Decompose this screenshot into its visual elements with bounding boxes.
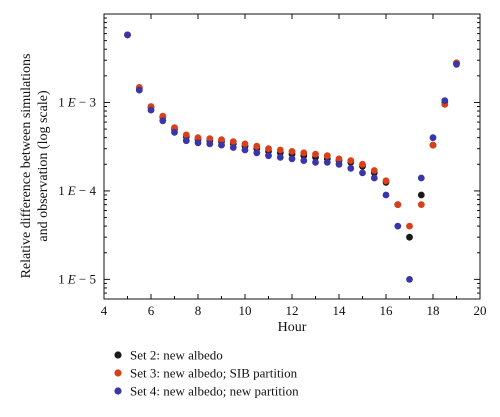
data-point <box>417 191 425 199</box>
y-axis-label-line1: Relative difference between simulations <box>19 54 34 279</box>
data-point <box>394 201 402 209</box>
data-point <box>206 135 214 143</box>
data-point <box>253 149 261 157</box>
data-point <box>312 150 319 158</box>
data-point <box>171 124 178 131</box>
data-point <box>347 164 355 172</box>
x-tick-label: 14 <box>333 303 347 318</box>
x-axis-label: Hour <box>278 320 307 335</box>
data-point <box>218 136 225 144</box>
y-tick-label-e: E <box>67 94 76 109</box>
data-point <box>370 174 378 182</box>
data-point <box>135 86 143 94</box>
y-axis-label: Relative difference between simulations … <box>19 54 51 279</box>
x-tick-label: 16 <box>380 303 394 318</box>
y-tick-label-exp: − 5 <box>76 271 96 286</box>
x-tick-label: 10 <box>239 303 252 318</box>
data-point <box>206 140 214 148</box>
data-point <box>394 222 402 230</box>
y-tick-label-e: E <box>67 183 76 198</box>
data-point <box>335 160 343 168</box>
data-point <box>406 222 413 230</box>
data-point <box>429 141 437 149</box>
data-point <box>335 155 343 163</box>
data-point <box>253 142 261 150</box>
legend-label: Set 4: new albedo; new partition <box>130 384 299 399</box>
data-point <box>241 146 249 154</box>
data-point <box>347 157 355 165</box>
x-tick-label: 12 <box>286 303 299 318</box>
legend-label: Set 2: new albedo <box>130 348 223 363</box>
y-axis-label-line2: and observation (log scale) <box>36 90 51 242</box>
data-point <box>241 140 249 148</box>
legend-marker <box>114 387 122 395</box>
data-point <box>406 276 413 283</box>
data-point <box>441 97 449 104</box>
data-point <box>171 128 178 136</box>
data-point <box>382 191 390 199</box>
data-point <box>147 106 155 114</box>
data-point <box>159 117 167 125</box>
x-tick-label: 20 <box>474 303 487 318</box>
axes: 4 6 8 10 12 14 16 18 201 E − 31 E − 41 E − 5 <box>58 13 487 318</box>
y-tick-label-base: 1 <box>58 183 65 198</box>
data-point <box>359 160 366 168</box>
data-point <box>300 157 308 165</box>
series-2 <box>124 31 460 241</box>
data-point <box>229 138 237 146</box>
data-point <box>382 177 390 185</box>
data-point <box>265 145 272 153</box>
data-point <box>218 141 225 149</box>
data-point <box>300 149 308 157</box>
legend-label: Set 3: new albedo; SIB partition <box>130 366 298 381</box>
data-point <box>194 139 202 147</box>
y-tick-label-e: E <box>67 271 76 286</box>
y-tick-label-exp: − 4 <box>76 183 97 198</box>
data-point <box>265 152 272 160</box>
data-point <box>417 174 425 182</box>
data-point <box>417 201 425 209</box>
legend-marker <box>114 351 122 359</box>
data-point <box>229 144 237 151</box>
data-point <box>359 169 366 177</box>
data-point <box>182 137 190 145</box>
data-point <box>124 31 131 39</box>
data-point <box>406 233 413 241</box>
x-tick-label: 4 <box>101 303 108 318</box>
data-point <box>276 146 284 154</box>
x-tick-label: 8 <box>195 303 202 318</box>
data-points <box>124 31 460 283</box>
data-point <box>312 159 319 166</box>
data-point <box>288 155 296 163</box>
data-point <box>429 134 437 142</box>
series-4 <box>124 31 460 283</box>
x-tick-label: 18 <box>427 303 440 318</box>
data-point <box>370 167 378 174</box>
data-point <box>276 153 284 161</box>
y-tick-label-exp: − 3 <box>76 94 96 109</box>
legend: Set 2: new albedo Set 3: new albedo; SIB … <box>114 348 299 399</box>
data-point <box>323 152 331 160</box>
x-tick-label: 6 <box>148 303 155 318</box>
data-point <box>453 60 460 68</box>
data-point <box>194 134 202 142</box>
data-point <box>323 159 331 166</box>
data-point <box>288 148 296 155</box>
y-tick-label-base: 1 <box>58 94 65 109</box>
legend-marker <box>114 369 122 377</box>
y-tick-label-base: 1 <box>58 271 65 286</box>
data-point <box>182 131 190 139</box>
